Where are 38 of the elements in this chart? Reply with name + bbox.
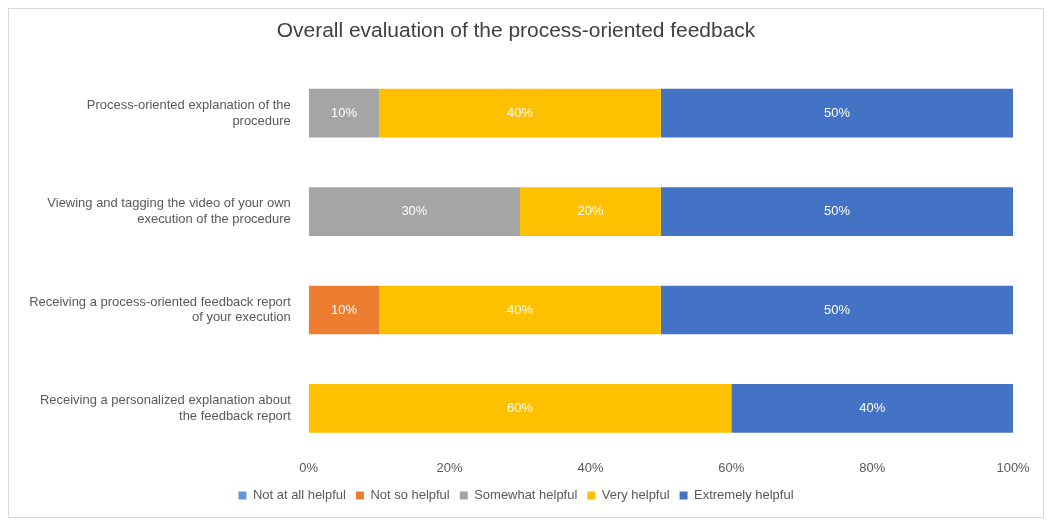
bar <box>731 384 1014 433</box>
data-label: 40% <box>507 104 534 120</box>
data-label: 10% <box>330 301 358 317</box>
legend-label: Extremely helpful <box>694 487 794 503</box>
data-label: 50% <box>823 301 851 317</box>
x-tick-label: 20% <box>436 459 464 475</box>
bar <box>660 285 1014 335</box>
bar <box>308 187 521 236</box>
bar <box>379 88 661 138</box>
x-tick-label: 100% <box>996 459 1031 475</box>
legend-label: Not at all helpful <box>252 487 347 503</box>
data-label: 50% <box>823 104 851 120</box>
data-label: 20% <box>577 203 604 219</box>
legend-label: Not so helpful <box>370 487 450 503</box>
legend-label: Very helpful <box>601 487 670 503</box>
data-label: 40% <box>859 400 886 415</box>
y-tick-label: Receiving a process-oriented feedback report of your execution <box>29 293 292 325</box>
bar <box>520 187 661 236</box>
bar <box>308 285 380 335</box>
y-tick-label: Process-oriented explanation of the procedure <box>86 97 291 128</box>
data-label: 50% <box>823 203 851 219</box>
y-tick-label: Receiving a personalized explanation about the feedback report <box>39 392 292 423</box>
bar <box>660 88 1014 138</box>
bar <box>308 384 732 433</box>
x-tick-label: 60% <box>718 459 745 475</box>
bar <box>379 285 661 335</box>
x-tick-label: 40% <box>577 459 604 475</box>
bar <box>308 88 380 138</box>
data-label: 30% <box>401 203 428 219</box>
x-tick-label: 80% <box>859 459 886 475</box>
data-label: 60% <box>507 400 534 415</box>
bar <box>660 187 1014 236</box>
y-tick-label: Viewing and tagging the video of your own execution of the procedure <box>47 195 291 226</box>
legend-label: Somewhat helpful <box>474 487 578 503</box>
data-label: 40% <box>507 301 534 317</box>
x-tick-label: 0% <box>299 459 319 475</box>
chart-title: Overall evaluation of the process-oriented feedback <box>276 18 756 42</box>
data-label: 10% <box>330 104 358 120</box>
